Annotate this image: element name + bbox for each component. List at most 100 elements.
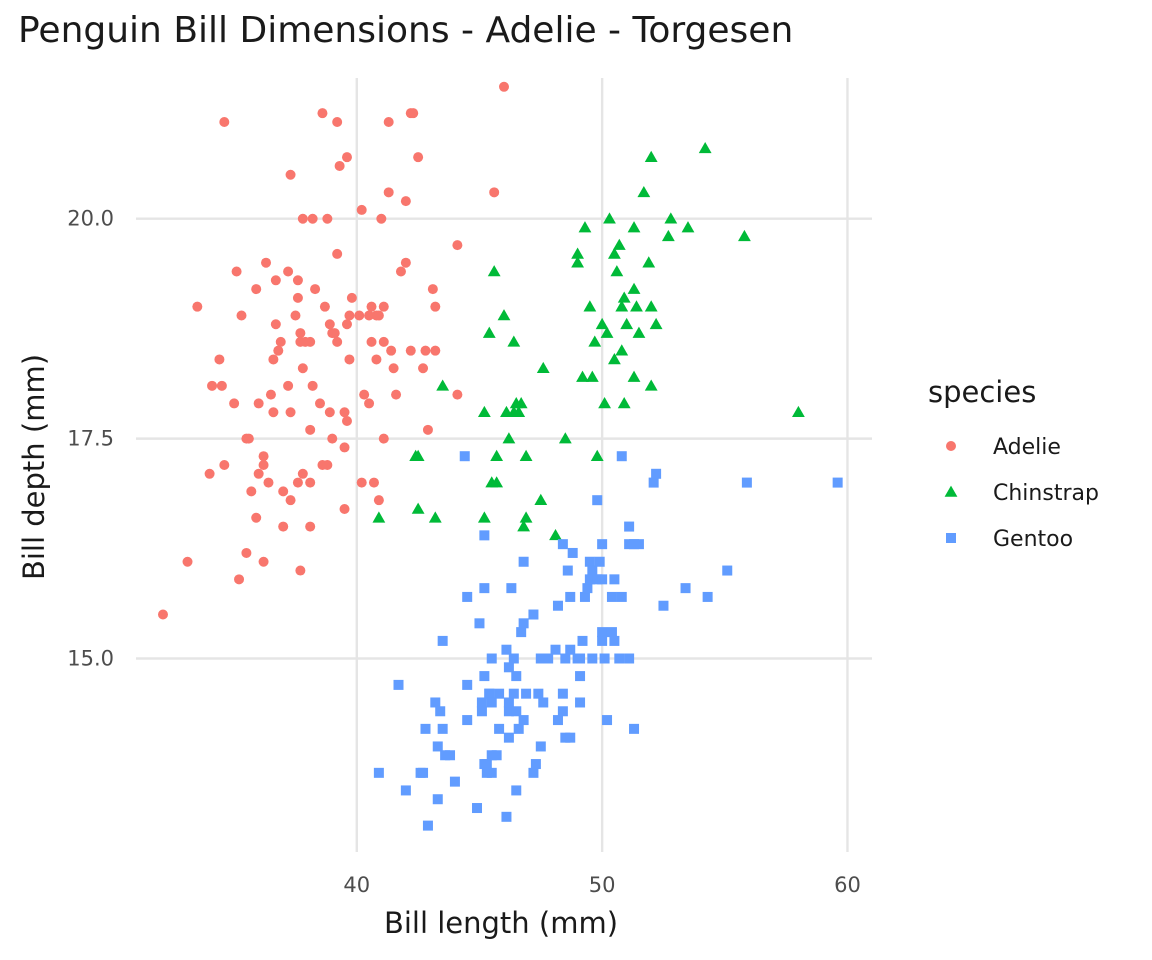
data-point-gentoo [518,618,529,629]
data-point-adelie [405,345,416,356]
data-point-gentoo [518,715,529,726]
data-point-chinstrap [681,221,695,233]
data-point-adelie [332,116,343,127]
data-point-adelie [339,503,350,514]
data-point-gentoo [702,591,713,602]
data-point-gentoo [609,635,620,646]
data-point-chinstrap [536,361,550,374]
data-point-gentoo [373,767,384,778]
data-point-adelie [339,442,350,453]
data-point-chinstrap [497,309,511,321]
data-point-gentoo [565,732,576,743]
data-point-chinstrap [502,432,516,444]
data-point-gentoo [533,688,544,699]
data-point-gentoo [462,715,473,726]
data-point-gentoo [579,591,590,602]
data-point-chinstrap [649,317,663,330]
data-point-gentoo [633,539,644,550]
data-point-gentoo [680,583,691,594]
y-tick-label: 15.0 [67,647,114,671]
data-point-chinstrap [627,370,641,382]
data-point-gentoo [486,697,497,708]
data-point-chinstrap [585,370,599,382]
data-point-gentoo [521,688,532,699]
data-point-adelie [182,556,193,567]
data-point-adelie [295,565,306,576]
data-point-adelie [341,319,352,330]
data-point-chinstrap [600,326,614,338]
data-point-gentoo [584,574,595,585]
x-tick-label: 50 [589,873,616,897]
data-point-adelie [243,433,254,444]
data-point-chinstrap [512,405,526,418]
data-point-chinstrap [590,449,604,462]
data-point-adelie [270,319,281,330]
data-point-chinstrap [792,405,805,418]
data-point-chinstrap [615,300,629,312]
data-point-chinstrap [583,300,597,312]
data-point-gentoo [479,530,490,541]
data-point-gentoo [449,776,460,787]
data-point-adelie [359,389,370,400]
data-point-adelie [400,196,411,207]
data-point-adelie [310,284,321,295]
data-point-chinstrap [482,326,496,338]
data-point-adelie [292,292,303,303]
data-point-adelie [253,398,264,409]
data-point-gentoo [418,767,429,778]
data-point-adelie [373,495,384,506]
data-point-adelie [297,213,308,224]
data-point-gentoo [476,697,487,708]
data-point-adelie [273,345,284,356]
data-point-adelie [253,468,264,479]
data-point-gentoo [557,688,568,699]
data-points [157,81,843,831]
data-point-adelie [219,460,230,470]
y-axis-ticks: 15.0 17.5 20.0 [67,207,114,671]
data-point-chinstrap [507,335,521,347]
data-point-adelie [192,301,203,312]
data-point-gentoo [494,723,505,734]
data-point-adelie [324,319,335,330]
data-point-chinstrap [664,212,678,224]
data-point-gentoo [597,635,608,646]
data-point-adelie [395,266,406,277]
y-tick-label: 17.5 [67,427,114,451]
data-point-adelie [204,468,215,479]
data-point-adelie [341,416,352,427]
data-point-adelie [234,574,245,585]
data-point-chinstrap [615,344,629,356]
data-point-gentoo [614,653,625,664]
data-point-gentoo [422,820,433,831]
data-point-gentoo [462,679,473,690]
data-point-gentoo [432,741,443,752]
data-point-gentoo [508,653,519,664]
data-point-chinstrap [428,511,442,523]
data-point-gentoo [432,794,443,805]
data-point-adelie [305,521,316,532]
data-point-adelie [219,116,230,127]
data-point-adelie [339,407,350,418]
data-point-gentoo [552,715,563,726]
data-point-gentoo [722,565,733,576]
data-point-adelie [285,495,296,506]
data-point-gentoo [486,767,497,778]
data-point-adelie [236,310,247,321]
data-point-adelie [283,266,294,277]
data-point-gentoo [491,750,502,761]
data-point-gentoo [479,671,490,682]
data-point-chinstrap [571,256,584,268]
data-point-gentoo [741,477,752,488]
data-point-chinstrap [627,282,641,294]
data-point-chinstrap [617,397,631,409]
data-point-adelie [400,257,411,268]
data-point-chinstrap [632,326,646,338]
data-point-gentoo [606,627,617,638]
data-point-gentoo [530,759,541,770]
legend: species Adelie Chinstrap Gentoo [928,375,1099,552]
data-point-gentoo [582,583,593,594]
data-point-gentoo [420,723,431,734]
data-point-gentoo [511,671,522,682]
data-point-gentoo [430,697,441,708]
data-point-adelie [307,213,318,224]
